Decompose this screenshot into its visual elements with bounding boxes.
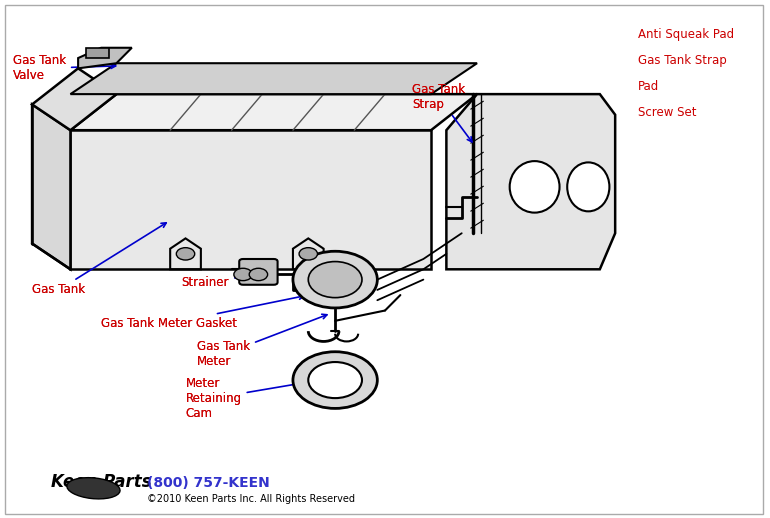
- Ellipse shape: [67, 478, 120, 499]
- Text: Gas Tank
Meter: Gas Tank Meter: [197, 340, 250, 368]
- Text: Gas Tank: Gas Tank: [32, 223, 166, 296]
- Circle shape: [234, 268, 253, 281]
- Circle shape: [249, 268, 268, 281]
- Polygon shape: [70, 63, 477, 94]
- Text: Meter
Retaining
Cam: Meter Retaining Cam: [186, 377, 242, 420]
- Circle shape: [308, 362, 362, 398]
- Text: Meter
Retaining
Cam: Meter Retaining Cam: [186, 374, 346, 420]
- Text: Gas Tank
Strap: Gas Tank Strap: [412, 83, 465, 111]
- Circle shape: [293, 352, 377, 408]
- Text: Strainer: Strainer: [182, 274, 254, 289]
- Ellipse shape: [510, 161, 560, 212]
- Polygon shape: [78, 48, 132, 68]
- Text: Gas Tank
Strap: Gas Tank Strap: [412, 83, 472, 142]
- Polygon shape: [32, 68, 116, 130]
- Polygon shape: [447, 94, 615, 269]
- Circle shape: [176, 248, 195, 260]
- Polygon shape: [70, 130, 431, 269]
- Text: ©2010 Keen Parts Inc. All Rights Reserved: ©2010 Keen Parts Inc. All Rights Reserve…: [147, 494, 355, 503]
- Text: Pad: Pad: [638, 80, 659, 93]
- Polygon shape: [32, 105, 70, 269]
- Text: Strainer: Strainer: [182, 276, 229, 289]
- FancyBboxPatch shape: [239, 259, 278, 285]
- Ellipse shape: [567, 163, 609, 211]
- Text: Anti Squeak Pad: Anti Squeak Pad: [638, 28, 735, 41]
- Text: Gas Tank
Meter: Gas Tank Meter: [197, 314, 327, 368]
- Text: Gas Tank
Valve: Gas Tank Valve: [13, 54, 116, 82]
- Text: Keen Parts: Keen Parts: [52, 472, 152, 491]
- Polygon shape: [85, 48, 109, 58]
- Circle shape: [308, 262, 362, 298]
- Text: Screw Set: Screw Set: [638, 106, 697, 119]
- Polygon shape: [70, 94, 477, 130]
- Text: Gas Tank Meter Gasket: Gas Tank Meter Gasket: [101, 317, 237, 330]
- Text: Gas Tank Meter Gasket: Gas Tank Meter Gasket: [101, 295, 303, 330]
- Text: Gas Tank Strap: Gas Tank Strap: [638, 54, 727, 67]
- Circle shape: [299, 248, 317, 260]
- Circle shape: [293, 251, 377, 308]
- Text: Gas Tank: Gas Tank: [32, 283, 85, 296]
- Text: (800) 757-KEEN: (800) 757-KEEN: [147, 476, 270, 490]
- Text: Gas Tank
Valve: Gas Tank Valve: [13, 54, 66, 82]
